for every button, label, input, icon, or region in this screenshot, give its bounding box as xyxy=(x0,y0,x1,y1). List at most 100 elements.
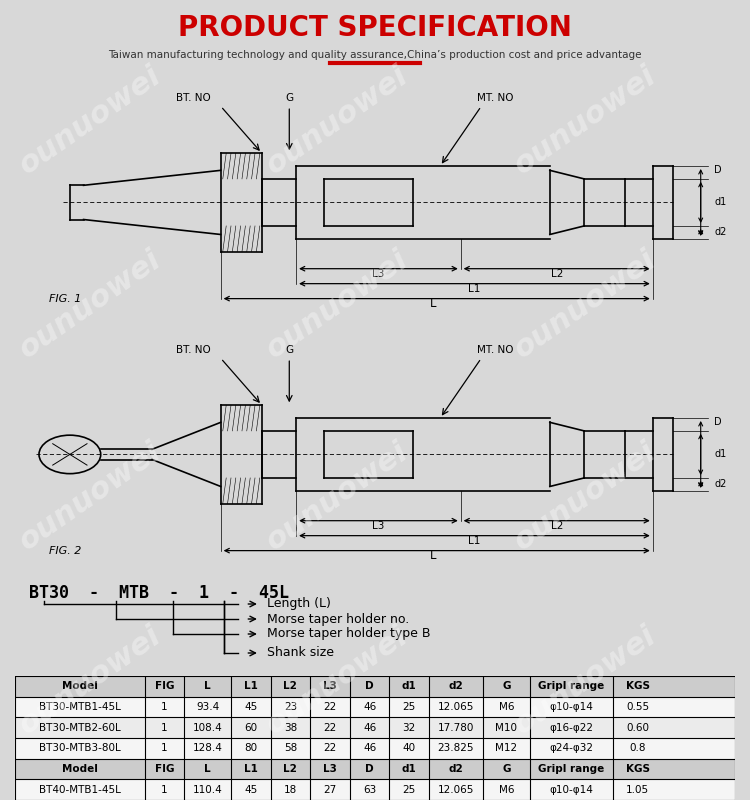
Text: FIG. 1: FIG. 1 xyxy=(50,294,82,304)
Text: 45: 45 xyxy=(244,785,257,794)
Bar xyxy=(15,718,735,738)
Text: 12.065: 12.065 xyxy=(438,702,474,712)
Text: 18: 18 xyxy=(284,785,297,794)
Text: 46: 46 xyxy=(363,702,376,712)
Text: M6: M6 xyxy=(499,785,514,794)
Text: KGS: KGS xyxy=(626,764,650,774)
Bar xyxy=(15,738,735,758)
Text: BT. NO: BT. NO xyxy=(176,345,211,354)
Text: φ16-φ22: φ16-φ22 xyxy=(549,722,593,733)
Text: φ10-φ14: φ10-φ14 xyxy=(549,785,593,794)
Text: L3: L3 xyxy=(323,764,337,774)
Text: d2: d2 xyxy=(715,479,727,490)
Text: Model: Model xyxy=(62,764,98,774)
Text: 45: 45 xyxy=(244,702,257,712)
Text: G: G xyxy=(503,764,511,774)
Text: 0.55: 0.55 xyxy=(626,702,650,712)
Text: Length (L): Length (L) xyxy=(267,598,331,610)
Text: M10: M10 xyxy=(496,722,517,733)
Text: 1: 1 xyxy=(161,785,168,794)
Text: ounuowei: ounuowei xyxy=(261,60,414,180)
Text: 63: 63 xyxy=(363,785,376,794)
Text: L: L xyxy=(204,764,211,774)
Text: 1: 1 xyxy=(161,722,168,733)
Bar xyxy=(15,758,735,779)
Text: L2: L2 xyxy=(550,269,563,279)
Text: ounuowei: ounuowei xyxy=(509,436,662,556)
Text: L: L xyxy=(204,682,211,691)
Text: KGS: KGS xyxy=(626,682,650,691)
Text: Model: Model xyxy=(62,682,98,691)
Text: MT. NO: MT. NO xyxy=(477,345,513,354)
Text: BT30-MTB1-45L: BT30-MTB1-45L xyxy=(39,702,121,712)
Text: L1: L1 xyxy=(468,284,481,294)
Text: ounuowei: ounuowei xyxy=(13,620,166,740)
Text: 32: 32 xyxy=(403,722,416,733)
Text: Gripl range: Gripl range xyxy=(538,764,604,774)
Text: 93.4: 93.4 xyxy=(196,702,219,712)
Text: ounuowei: ounuowei xyxy=(13,436,166,556)
Text: BT40-MTB1-45L: BT40-MTB1-45L xyxy=(39,785,121,794)
Text: Shank size: Shank size xyxy=(267,646,334,659)
Text: G: G xyxy=(285,93,293,102)
Text: φ24-φ32: φ24-φ32 xyxy=(549,743,593,754)
Text: ounuowei: ounuowei xyxy=(13,60,166,180)
Text: FIG: FIG xyxy=(154,682,174,691)
Text: d1: d1 xyxy=(402,764,416,774)
Text: L1: L1 xyxy=(244,682,258,691)
Text: 60: 60 xyxy=(244,722,257,733)
Text: D: D xyxy=(365,682,374,691)
Text: L3: L3 xyxy=(372,269,385,279)
Text: M12: M12 xyxy=(495,743,517,754)
Text: φ10-φ14: φ10-φ14 xyxy=(549,702,593,712)
Bar xyxy=(15,697,735,718)
Bar xyxy=(15,676,735,697)
Text: D: D xyxy=(715,418,722,427)
Text: 0.60: 0.60 xyxy=(626,722,650,733)
Text: 22: 22 xyxy=(323,743,337,754)
Text: ounuowei: ounuowei xyxy=(509,60,662,180)
Text: L2: L2 xyxy=(284,764,297,774)
Text: Morse taper holder no.: Morse taper holder no. xyxy=(267,613,410,626)
Text: 22: 22 xyxy=(323,702,337,712)
Text: 25: 25 xyxy=(403,785,416,794)
Text: 1: 1 xyxy=(161,743,168,754)
Text: 128.4: 128.4 xyxy=(193,743,223,754)
Text: L: L xyxy=(430,298,436,310)
Text: 58: 58 xyxy=(284,743,297,754)
Text: ounuowei: ounuowei xyxy=(261,436,414,556)
Text: D: D xyxy=(365,764,374,774)
Text: 12.065: 12.065 xyxy=(438,785,474,794)
Text: MT. NO: MT. NO xyxy=(477,93,513,102)
Text: 110.4: 110.4 xyxy=(193,785,223,794)
Text: 23: 23 xyxy=(284,702,297,712)
Text: L1: L1 xyxy=(468,536,481,546)
Text: PRODUCT SPECIFICATION: PRODUCT SPECIFICATION xyxy=(178,14,572,42)
Text: L3: L3 xyxy=(323,682,337,691)
Text: d2: d2 xyxy=(448,764,464,774)
Text: d2: d2 xyxy=(715,227,727,238)
Text: ounuowei: ounuowei xyxy=(509,244,662,364)
Text: G: G xyxy=(285,345,293,354)
Text: 22: 22 xyxy=(323,722,337,733)
Text: ounuowei: ounuowei xyxy=(13,244,166,364)
Text: 25: 25 xyxy=(403,702,416,712)
Text: BT30  -  MTB  -  1  -  45L: BT30 - MTB - 1 - 45L xyxy=(29,584,290,602)
Text: L2: L2 xyxy=(284,682,297,691)
Text: ounuowei: ounuowei xyxy=(509,620,662,740)
Text: M6: M6 xyxy=(499,702,514,712)
Text: 46: 46 xyxy=(363,743,376,754)
Text: FIG. 2: FIG. 2 xyxy=(50,546,82,556)
Text: D: D xyxy=(715,166,722,175)
Text: BT. NO: BT. NO xyxy=(176,93,211,102)
Text: ounuowei: ounuowei xyxy=(261,620,414,740)
Text: 1: 1 xyxy=(161,702,168,712)
Text: 38: 38 xyxy=(284,722,297,733)
Text: G: G xyxy=(503,682,511,691)
Bar xyxy=(15,779,735,800)
Text: 108.4: 108.4 xyxy=(193,722,223,733)
Text: 46: 46 xyxy=(363,722,376,733)
Text: 17.780: 17.780 xyxy=(438,722,474,733)
Text: 23.825: 23.825 xyxy=(438,743,474,754)
Text: 1.05: 1.05 xyxy=(626,785,650,794)
